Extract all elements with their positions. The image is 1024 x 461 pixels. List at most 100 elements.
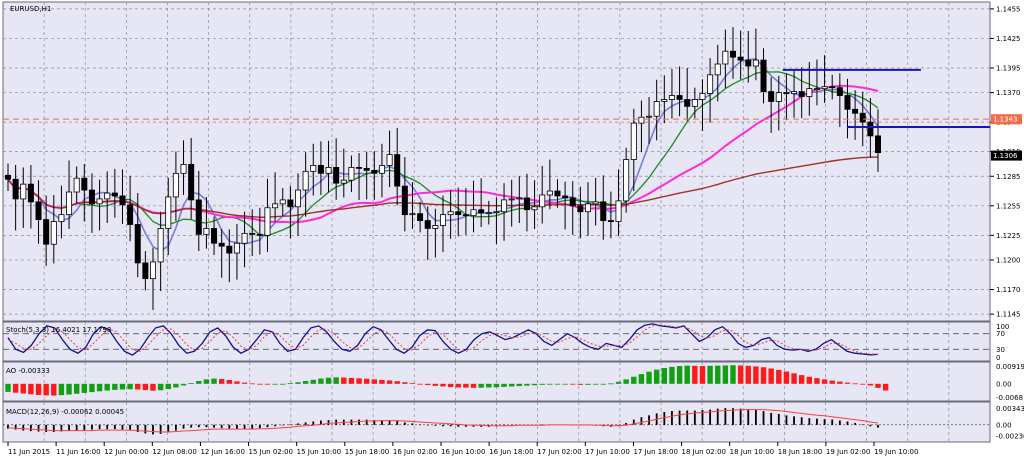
candle-body [134, 224, 141, 264]
candle-body [203, 228, 210, 235]
ao-bar [341, 377, 347, 384]
macd-bar [701, 410, 704, 425]
candle-body [302, 170, 309, 191]
stochastic-panel[interactable] [3, 323, 990, 356]
candle-body [875, 135, 882, 154]
price-panel[interactable] [3, 27, 990, 311]
ao-bar [783, 371, 790, 384]
candle-body [417, 213, 424, 221]
macd-bar [289, 424, 292, 425]
ao-tick-label: 0.00 [996, 380, 1012, 388]
ao-bar [882, 383, 889, 391]
macd-bar [373, 420, 376, 425]
ao-bar [867, 383, 874, 386]
candle-body [96, 198, 103, 205]
ao-bar [425, 383, 431, 386]
macd-bar [113, 424, 116, 430]
candle-body [180, 164, 187, 174]
candle-body [852, 108, 859, 114]
ao-bar [501, 383, 507, 387]
ao-bar [592, 383, 599, 385]
ao-bar [157, 383, 164, 391]
ao-bar [264, 383, 271, 385]
ao-bar [234, 381, 240, 384]
ao-bar [5, 383, 11, 392]
ao-bar [821, 379, 828, 384]
ao-bar [417, 383, 423, 385]
candle-body [577, 205, 584, 213]
macd-bar [464, 424, 467, 427]
ao-bar [287, 383, 294, 385]
price-tick-label: 1.1225 [996, 232, 1021, 240]
price-marker-label: 1.1306 [993, 152, 1018, 160]
macd-bar [449, 424, 452, 427]
macd-bar [228, 424, 231, 429]
macd-bar [281, 424, 284, 426]
ao-bar [440, 383, 446, 387]
candle-body [562, 195, 569, 199]
macd-bar [129, 424, 132, 431]
macd-bar [396, 421, 399, 425]
ao-bar [20, 383, 26, 394]
candle-body [58, 214, 65, 222]
candle-body [783, 92, 790, 94]
price-marker-label: 1.1343 [993, 116, 1018, 124]
price-tick-label: 1.1455 [996, 5, 1021, 13]
ao-bar [119, 383, 126, 390]
price-tick-label: 1.1145 [996, 311, 1021, 319]
macd-bar [846, 421, 849, 425]
candle-body [478, 209, 485, 214]
price-tick-label: 1.1170 [996, 286, 1021, 294]
price-tick-label: 1.1395 [996, 64, 1021, 72]
ao-bar [478, 383, 484, 388]
candle-body [340, 179, 347, 184]
ao-title: AO -0.00333 [6, 367, 50, 375]
ao-bar [684, 365, 690, 384]
macd-signal-line [7, 409, 879, 433]
time-tick-label: 11 Jun 2015 [8, 448, 50, 456]
candle-body [485, 212, 492, 215]
candle-body [516, 197, 523, 200]
candle-body [233, 242, 240, 254]
ao-panel[interactable] [5, 365, 889, 396]
macd-bar [312, 421, 315, 425]
macd-tick-label: -0.00236 [996, 433, 1024, 441]
time-tick-label: 11 Jun 16:00 [56, 448, 100, 456]
candle-body [272, 203, 279, 209]
stochastic-tick-label: 100 [996, 323, 1009, 331]
ao-bar [203, 379, 210, 384]
candle-body [722, 50, 729, 65]
price-tick-label: 1.1285 [996, 173, 1021, 181]
candle-body [5, 174, 11, 180]
macd-bar [190, 424, 193, 428]
candle-body [539, 194, 546, 208]
macd-panel[interactable] [3, 408, 990, 435]
candle-body [188, 164, 195, 201]
macd-bar [785, 415, 788, 425]
candle-body [111, 192, 118, 197]
macd-bar [869, 424, 872, 427]
macd-tick-label: 0.00343 [996, 405, 1024, 413]
ao-bar [653, 369, 660, 384]
macd-bar [358, 419, 360, 425]
ao-bar [211, 378, 217, 384]
candle-body [714, 63, 721, 76]
ao-bar [722, 365, 729, 384]
ao-bar [577, 383, 584, 385]
ao-bar [432, 383, 439, 386]
macd-bar [75, 424, 78, 431]
ao-bar [371, 379, 378, 384]
candle-body [371, 169, 378, 174]
ao-bar [829, 380, 835, 384]
macd-bar [144, 424, 147, 434]
ao-bar [638, 374, 645, 384]
ao-bar [257, 383, 263, 385]
candle-body [211, 228, 218, 244]
candle-body [432, 225, 439, 229]
macd-bar [319, 420, 322, 425]
macd-tick-label: 0.00 [996, 421, 1012, 429]
macd-bar [419, 424, 422, 425]
candle-body [241, 232, 248, 244]
